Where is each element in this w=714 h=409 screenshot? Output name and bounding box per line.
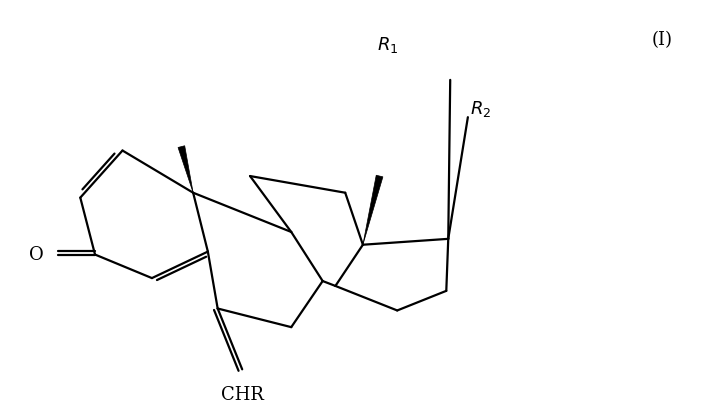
Polygon shape — [363, 175, 383, 245]
Text: $R_1$: $R_1$ — [377, 35, 398, 55]
Text: (I): (I) — [652, 31, 673, 49]
Polygon shape — [178, 146, 193, 193]
Text: CHR: CHR — [221, 386, 263, 404]
Text: O: O — [29, 245, 44, 263]
Text: $R_2$: $R_2$ — [470, 99, 491, 119]
